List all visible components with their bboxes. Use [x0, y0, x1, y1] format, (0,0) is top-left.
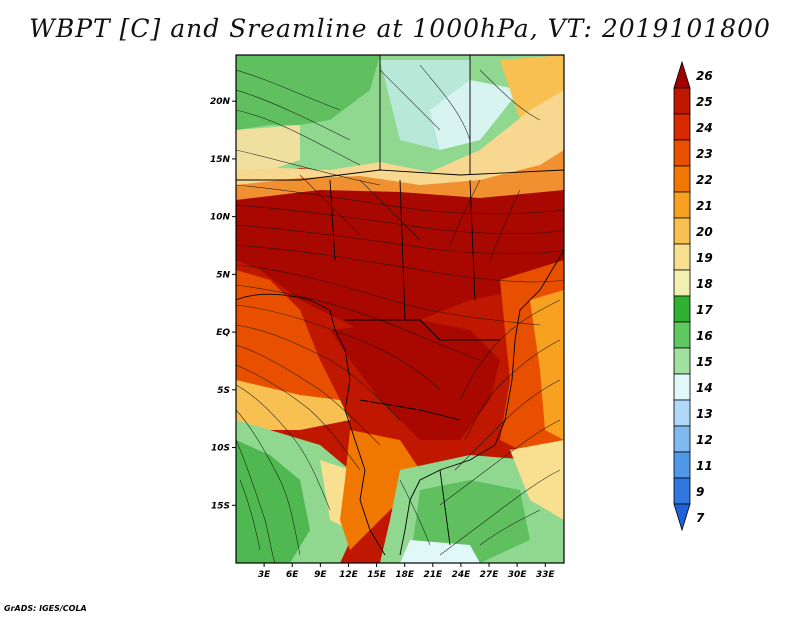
x-tick-label: 27E — [480, 570, 500, 580]
y-tick-label: 10S — [211, 444, 230, 454]
colorbar-swatch — [673, 217, 691, 245]
x-tick-label: 6E — [286, 570, 299, 580]
y-tick-label: 20N — [210, 97, 231, 107]
country-borders — [236, 55, 564, 556]
colorbar: 26 25 24 23 22 21 20 19 18 17 16 15 14 13 12 11 9 7 — [673, 60, 713, 532]
colorbar-swatch — [673, 399, 691, 427]
y-tick-label: 15S — [211, 501, 230, 511]
x-tick-label: 21E — [423, 570, 443, 580]
colorbar-swatch — [673, 191, 691, 219]
y-tick-label: 5S — [217, 386, 230, 396]
colorbar-label: 16 — [696, 329, 713, 343]
x-tick-label: 3E — [258, 570, 271, 580]
colorbar-swatch — [673, 347, 691, 375]
colorbar-label: 9 — [696, 485, 704, 499]
x-tick-label: 15E — [367, 570, 387, 580]
x-axis: 3E 6E 9E 12E 15E 18E 21E 24E 27E 30E 33E — [258, 563, 556, 580]
colorbar-label: 14 — [696, 381, 713, 395]
colorbar-swatch — [673, 295, 691, 323]
y-tick-label: 15N — [210, 155, 231, 165]
x-tick-label: 24E — [452, 570, 472, 580]
colorbar-label: 12 — [696, 433, 713, 447]
plot-frame — [235, 54, 565, 564]
colorbar-label: 18 — [696, 277, 713, 291]
y-tick-label: 10N — [210, 213, 231, 223]
footer-credit: GrADS: IGES/COLA — [4, 604, 87, 613]
x-tick-label: 18E — [395, 570, 415, 580]
colorbar-label: 21 — [696, 199, 713, 213]
colorbar-swatch — [673, 87, 691, 115]
colorbar-swatch — [673, 373, 691, 401]
streamlines — [236, 64, 564, 563]
colorbar-swatch — [673, 503, 691, 532]
y-tick-label: EQ — [216, 328, 230, 338]
colorbar-swatch — [673, 139, 691, 167]
colorbar-swatch — [673, 243, 691, 271]
colorbar-label: 25 — [696, 95, 713, 109]
y-tick-label: 5N — [216, 270, 230, 280]
colorbar-label: 26 — [696, 69, 713, 83]
colorbar-label: 13 — [696, 407, 713, 421]
colorbar-label: 24 — [696, 121, 713, 135]
colorbar-swatch — [673, 451, 691, 479]
colorbar-swatch — [673, 477, 691, 505]
colorbar-label: 17 — [696, 303, 713, 317]
colorbar-swatch — [673, 113, 691, 141]
colorbar-swatch — [673, 165, 691, 193]
wbpt-field — [236, 55, 564, 563]
x-tick-label: 30E — [508, 570, 528, 580]
colorbar-label: 20 — [696, 225, 713, 239]
x-tick-label: 9E — [314, 570, 327, 580]
colorbar-swatch — [673, 60, 691, 89]
colorbar-swatch — [673, 321, 691, 349]
colorbar-label: 11 — [696, 459, 713, 473]
x-tick-label: 12E — [339, 570, 359, 580]
y-axis: 20N 15N 10N 5N EQ 5S 10S 15S — [210, 97, 236, 511]
colorbar-swatch — [673, 269, 691, 297]
colorbar-label: 19 — [696, 251, 713, 265]
colorbar-swatch — [673, 425, 691, 453]
colorbar-label: 23 — [696, 147, 713, 161]
colorbar-label: 7 — [696, 511, 705, 525]
colorbar-label: 15 — [696, 355, 713, 369]
x-tick-label: 33E — [536, 570, 556, 580]
colorbar-label: 22 — [696, 173, 713, 187]
map-title: WBPT [C] and Sreamline at 1000hPa, VT: 2… — [29, 14, 771, 43]
